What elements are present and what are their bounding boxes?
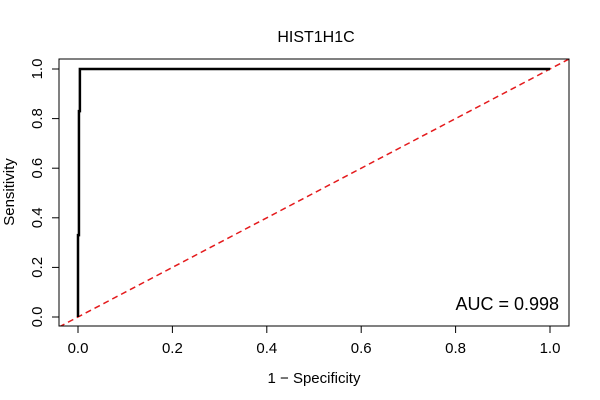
- y-tick-label: 0.8: [29, 108, 46, 129]
- chart-title: HIST1H1C: [277, 29, 354, 46]
- y-axis-title: Sensitivity: [1, 158, 18, 226]
- x-axis-title: 1 − Specificity: [268, 370, 361, 387]
- y-axis: 0.0 0.2 0.4 0.6 0.8 1.0: [29, 59, 60, 328]
- y-tick-label: 0.6: [29, 158, 46, 179]
- reference-diagonal-line: [59, 59, 569, 326]
- series-layer: [59, 59, 569, 326]
- x-tick-label: 0.6: [351, 340, 372, 357]
- x-tick-label: 1.0: [540, 340, 561, 357]
- roc-curve-line: [76, 67, 550, 317]
- x-tick-label: 0.8: [445, 340, 466, 357]
- auc-annotation: AUC = 0.998: [455, 294, 559, 314]
- y-tick-label: 0.0: [29, 307, 46, 328]
- x-tick-label: 0.0: [68, 340, 89, 357]
- x-axis: 0.0 0.2 0.4 0.6 0.8 1.0: [68, 325, 561, 357]
- y-tick-label: 0.4: [29, 207, 46, 228]
- x-tick-label: 0.2: [162, 340, 183, 357]
- y-tick-label: 1.0: [29, 59, 46, 80]
- x-tick-label: 0.4: [256, 340, 277, 357]
- y-tick-label: 0.2: [29, 257, 46, 278]
- plot-frame: [58, 58, 570, 327]
